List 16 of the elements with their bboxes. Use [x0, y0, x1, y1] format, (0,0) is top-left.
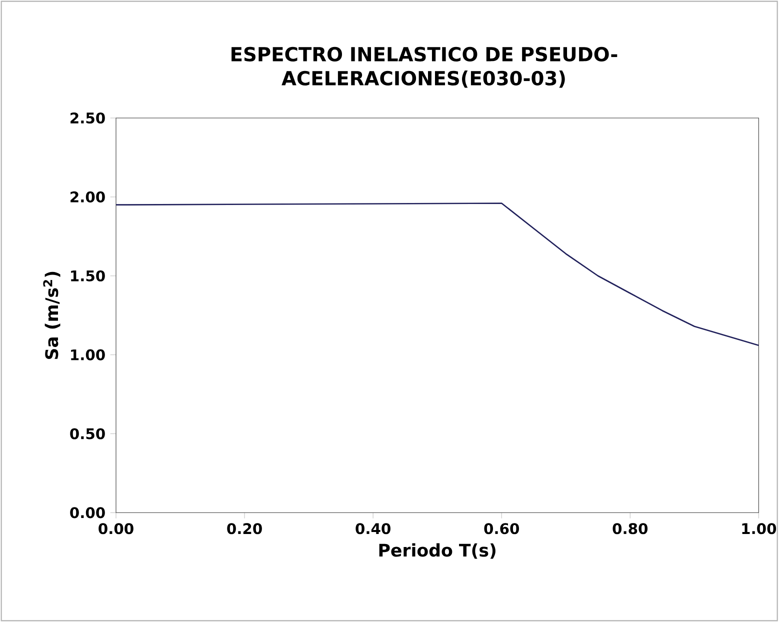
y-tick-label: 2.00	[70, 191, 105, 202]
x-axis-title: Periodo T(s)	[379, 543, 496, 559]
y-tick-label: 0.00	[70, 507, 105, 518]
chart-title: ESPECTRO INELASTICO DE PSEUDO-ACELERACIONES(E030-03)	[232, 46, 618, 88]
x-tick-label: 0.20	[227, 523, 262, 534]
x-tick-label: 0.80	[612, 523, 648, 534]
y-tick-label: 1.50	[71, 270, 105, 282]
x-tick-label: 0.40	[356, 523, 390, 534]
y-tick-label: 1.00	[71, 349, 105, 360]
line-series	[116, 202, 759, 346]
y-axis-title: Sa (m/s$^{2}$)	[43, 272, 60, 360]
x-tick-label: 1.00	[742, 523, 776, 534]
y-tick-label: 0.50	[70, 428, 105, 440]
x-tick-label: 0.00	[98, 523, 134, 534]
y-tick-label: 2.50	[70, 112, 105, 124]
x-tick-label: 0.60	[484, 523, 519, 534]
